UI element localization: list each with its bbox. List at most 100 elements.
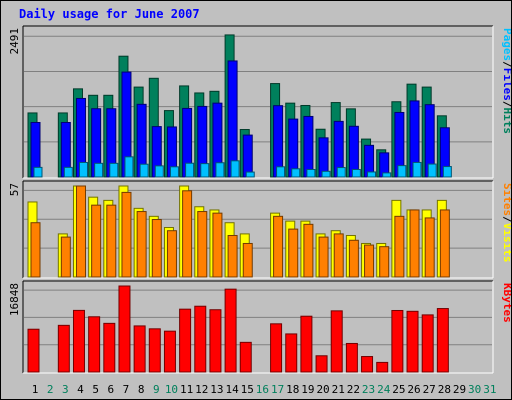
kbytes-bar: [391, 309, 404, 373]
day-label: 21: [332, 383, 345, 396]
kbytes-bar: [300, 315, 313, 373]
sites-bar: [212, 212, 223, 278]
day-label: 30: [468, 383, 481, 396]
day-label: 19: [301, 383, 314, 396]
files-bar: [303, 115, 314, 178]
sites-bar: [379, 246, 390, 278]
pages-bar: [185, 162, 195, 178]
pages-bar: [139, 163, 149, 178]
pages-bar: [230, 160, 240, 178]
pages-bar: [169, 166, 179, 178]
pages-bar: [351, 168, 361, 178]
panel-top-legend: Pages/Files/Hits: [501, 28, 511, 134]
day-label: 13: [210, 383, 223, 396]
legend-entry: /: [501, 61, 511, 68]
panel-bottom-legend: KBytes: [501, 283, 511, 323]
files-bar: [273, 105, 284, 178]
sites-bar: [91, 204, 102, 278]
kbytes-bar: [57, 324, 70, 373]
day-label: 22: [347, 383, 360, 396]
day-label: 15: [241, 383, 254, 396]
day-label: 27: [423, 383, 436, 396]
sites-bar: [106, 204, 117, 278]
kbytes-bar: [118, 285, 131, 373]
kbytes-bar: [72, 309, 85, 373]
pages-bar: [336, 167, 346, 178]
sites-bar: [394, 215, 405, 278]
sites-bar: [409, 209, 420, 278]
pages-bar: [382, 172, 392, 178]
pages-bar: [306, 168, 316, 178]
panel-middle-max-label: 57: [8, 183, 21, 196]
kbytes-bar: [376, 361, 389, 373]
day-label: 12: [195, 383, 208, 396]
kbytes-bar: [88, 316, 101, 373]
kbytes-bar: [224, 288, 237, 373]
sites-bar: [166, 230, 177, 278]
pages-bar: [94, 162, 104, 178]
panel-bottom-max-label: 16848: [8, 283, 21, 316]
kbytes-bar: [361, 356, 374, 373]
day-label: 26: [407, 383, 420, 396]
pages-bar: [200, 163, 210, 178]
files-bar: [227, 60, 238, 178]
day-label: 18: [286, 383, 299, 396]
day-label: 17: [271, 383, 284, 396]
pages-bar: [427, 163, 437, 178]
sites-bar: [303, 223, 314, 278]
pages-bar: [442, 166, 452, 178]
legend-entry: Pages: [501, 28, 511, 61]
kbytes-bar: [148, 328, 161, 373]
kbytes-bar: [27, 328, 40, 373]
day-label: 28: [438, 383, 451, 396]
sites-bar: [318, 236, 329, 278]
sites-bar: [242, 242, 253, 278]
chart-title: Daily usage for June 2007: [19, 7, 200, 21]
day-label: 1: [32, 383, 39, 396]
pages-bar: [412, 161, 422, 178]
kbytes-bar: [163, 330, 176, 373]
day-label: 11: [180, 383, 193, 396]
day-label: 23: [362, 383, 375, 396]
day-label: 25: [392, 383, 405, 396]
day-label: 16: [256, 383, 269, 396]
kbytes-bar: [406, 310, 419, 373]
day-label: 31: [483, 383, 496, 396]
pages-bar: [78, 161, 88, 178]
sites-bar: [60, 236, 71, 278]
sites-bar: [424, 217, 435, 278]
legend-entry: /: [501, 216, 511, 223]
sites-bar: [227, 234, 238, 278]
kbytes-bar: [133, 325, 146, 373]
legend-entry: KBytes: [501, 283, 511, 323]
pages-bar: [321, 170, 331, 178]
day-label: 2: [47, 383, 54, 396]
day-label: 29: [453, 383, 466, 396]
kbytes-bar: [285, 333, 298, 373]
day-label: 5: [92, 383, 99, 396]
kbytes-bar: [209, 309, 222, 373]
day-label: 8: [138, 383, 145, 396]
kbytes-bar: [330, 310, 343, 373]
day-label: 6: [107, 383, 114, 396]
kbytes-bar: [421, 314, 434, 373]
sites-bar: [273, 215, 284, 278]
panel-middle-legend: Sites/Visits: [501, 183, 511, 263]
files-bar: [242, 134, 253, 178]
pages-bar: [276, 166, 286, 178]
pages-bar: [245, 171, 255, 178]
day-label: 14: [225, 383, 239, 396]
kbytes-bar: [194, 305, 207, 373]
sites-bar: [439, 209, 450, 278]
legend-entry: Hits: [501, 108, 511, 135]
kbytes-bar: [436, 308, 449, 373]
pages-bar: [367, 171, 377, 178]
kbytes-bar: [103, 322, 116, 373]
pages-bar: [33, 166, 43, 178]
sites-bar: [197, 211, 208, 278]
legend-entry: Sites: [501, 183, 511, 216]
day-label: 7: [123, 383, 130, 396]
pages-bar: [397, 165, 407, 178]
